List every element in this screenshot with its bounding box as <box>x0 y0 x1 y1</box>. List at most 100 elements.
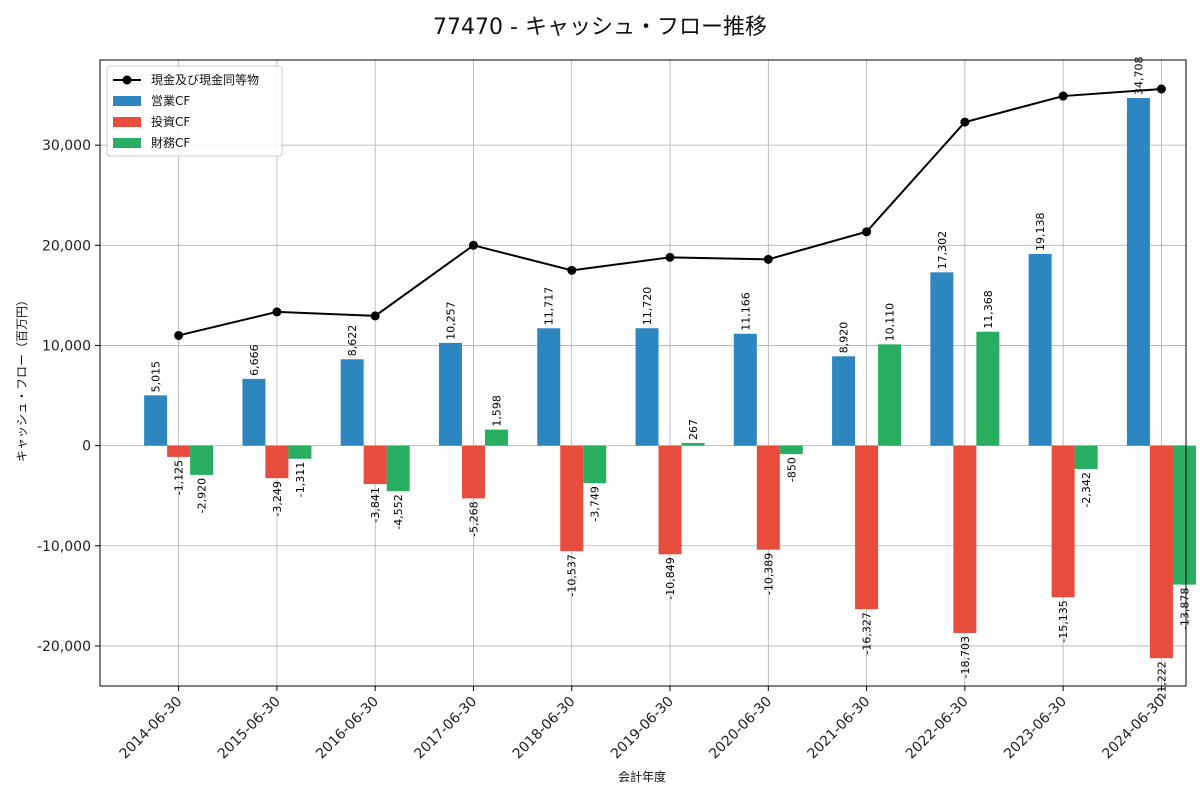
cash-line-point <box>960 117 970 127</box>
legend-box <box>106 65 283 157</box>
legend-bar-swatch <box>113 117 141 127</box>
bar-投資CF <box>167 445 191 457</box>
legend-label: 営業CF <box>151 94 190 108</box>
bar-投資CF <box>658 445 682 555</box>
data-label: 11,368 <box>982 290 995 329</box>
bar-財務CF <box>779 445 803 455</box>
bar-layer <box>144 97 1196 659</box>
data-label: -2,920 <box>196 478 209 513</box>
bar-財務CF <box>681 442 705 446</box>
bar-財務CF <box>484 429 508 446</box>
data-label: -18,703 <box>959 636 972 678</box>
x-tick-label: 2019-06-30 <box>608 694 677 763</box>
y-tick-label: 0 <box>82 439 91 455</box>
cash-line-point <box>468 240 478 250</box>
bar-投資CF <box>363 445 387 485</box>
data-label: -1,311 <box>294 462 307 497</box>
x-tick-label: 2016-06-30 <box>313 694 382 763</box>
cash-line-point <box>665 252 675 262</box>
data-label: -3,249 <box>271 481 284 516</box>
x-tick-label: 2024-06-30 <box>1099 694 1168 763</box>
data-label: 1,598 <box>490 395 503 427</box>
bar-営業CF <box>438 342 462 446</box>
legend-marker-swatch <box>122 75 132 85</box>
cash-line-point <box>370 311 380 321</box>
bar-財務CF <box>976 331 1000 446</box>
data-label: -21,222 <box>1155 661 1168 703</box>
bar-投資CF <box>265 445 289 479</box>
cash-line-point <box>1058 91 1068 101</box>
bar-営業CF <box>1126 97 1150 446</box>
data-label: 5,015 <box>150 361 163 393</box>
legend-label: 財務CF <box>151 135 190 150</box>
y-tick-label: -10,000 <box>37 539 91 555</box>
y-tick-label: 10,000 <box>42 338 91 354</box>
data-label: 11,717 <box>543 287 556 326</box>
cash-line-point <box>1156 84 1166 94</box>
y-tick-label: 20,000 <box>42 238 91 254</box>
cash-line-point <box>567 265 577 275</box>
cash-line-point <box>763 254 773 264</box>
bar-投資CF <box>855 445 879 610</box>
legend-label: 投資CF <box>151 114 190 129</box>
bar-財務CF <box>1172 445 1196 585</box>
data-label: 8,622 <box>346 325 359 357</box>
bar-投資CF <box>1051 445 1075 598</box>
data-label: 17,302 <box>936 231 949 270</box>
bar-財務CF <box>583 445 607 484</box>
bar-投資CF <box>560 445 584 552</box>
data-label: -10,849 <box>664 557 677 599</box>
data-label: 11,166 <box>739 292 752 331</box>
data-label: -3,841 <box>369 487 382 522</box>
y-axis-label: キャッシュ・フロー（百万円） <box>15 294 29 462</box>
plot-frame <box>99 59 1187 687</box>
data-label: 6,666 <box>248 344 261 376</box>
cash-line-point <box>272 307 282 317</box>
data-label: -3,749 <box>589 486 602 521</box>
y-tick-label: -20,000 <box>37 639 91 655</box>
data-label: -850 <box>785 457 798 482</box>
cash-line-point <box>862 227 872 237</box>
bar-営業CF <box>930 272 954 446</box>
legend-bar-swatch <box>113 96 141 106</box>
x-tick-label: 2014-06-30 <box>117 694 186 763</box>
bar-営業CF <box>733 333 757 446</box>
legend-label: 現金及び現金同等物 <box>151 72 259 87</box>
bar-営業CF <box>537 328 561 446</box>
legend-bar-swatch <box>113 138 141 148</box>
x-tick-label: 2023-06-30 <box>1001 694 1070 763</box>
data-label: -10,537 <box>566 554 579 596</box>
x-tick-label: 2018-06-30 <box>510 694 579 763</box>
x-tick-label: 2022-06-30 <box>903 694 972 763</box>
data-label: -10,389 <box>762 553 775 595</box>
line-layer <box>174 84 1166 340</box>
x-tick-label: 2015-06-30 <box>215 694 284 763</box>
data-label-layer: 5,015 6,666 8,622 10,257 11,717 11,720 11,166 8… <box>150 56 1192 703</box>
bar-財務CF <box>878 344 902 446</box>
bar-営業CF <box>832 356 856 446</box>
bar-営業CF <box>242 378 266 446</box>
bar-財務CF <box>288 445 312 459</box>
x-tick-label: 2020-06-30 <box>706 694 775 763</box>
bar-営業CF <box>340 359 364 446</box>
data-label: -13,878 <box>1178 588 1191 630</box>
data-label: 11,720 <box>641 287 654 326</box>
bar-財務CF <box>190 445 214 475</box>
data-label: -16,327 <box>861 612 874 654</box>
data-label: -15,135 <box>1057 600 1070 642</box>
cash-line-point <box>174 330 184 340</box>
bar-財務CF <box>1074 445 1098 470</box>
data-label: -5,268 <box>467 501 480 536</box>
bar-財務CF <box>386 445 410 492</box>
data-label: -4,552 <box>392 494 405 529</box>
bar-営業CF <box>144 395 168 446</box>
x-axis-label: 会計年度 <box>618 769 666 784</box>
x-tick-label: 2017-06-30 <box>411 694 480 763</box>
data-label: -2,342 <box>1080 472 1093 507</box>
y-tick-label: 30,000 <box>42 138 91 154</box>
bar-投資CF <box>1149 445 1173 659</box>
x-tick-label: 2021-06-30 <box>805 694 874 763</box>
